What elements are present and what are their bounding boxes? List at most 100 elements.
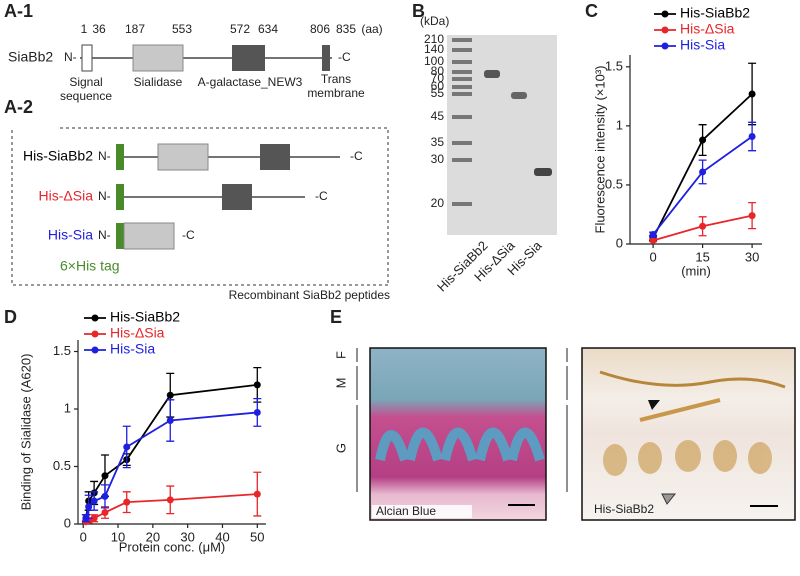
legend-marker — [661, 26, 669, 34]
label-bg — [372, 505, 472, 518]
panel-label: A-2 — [4, 97, 33, 117]
y-axis-label: Fluorescence intensity (×10³) — [592, 66, 607, 234]
marker-label: 210 — [424, 32, 444, 46]
ihc-image — [581, 347, 796, 521]
marker-label: 55 — [431, 86, 445, 100]
marker-label: 35 — [431, 135, 445, 149]
band — [484, 70, 500, 78]
his-tag — [116, 223, 124, 249]
legend-marker — [91, 346, 99, 354]
protein-name: SiaBb2 — [8, 49, 53, 65]
gel: (kDa) 2101401008070605545353020His-SiaBb… — [420, 14, 557, 295]
point — [123, 443, 131, 451]
marker-label: 80 — [431, 64, 445, 78]
ladder-band — [452, 202, 472, 206]
position: 187 — [125, 22, 145, 36]
ladder-band — [452, 48, 472, 52]
ladder-band — [452, 38, 472, 42]
marker-label: 20 — [431, 196, 445, 210]
point — [90, 497, 98, 505]
ladder-band — [452, 115, 472, 119]
marker-label: 30 — [431, 152, 445, 166]
ladder-band — [452, 60, 472, 64]
x-axis-label: (min) — [681, 263, 711, 278]
domain — [222, 184, 252, 210]
band — [511, 92, 527, 99]
domain — [232, 45, 265, 71]
x-tick-label: 30 — [180, 529, 194, 544]
panel-label: B — [412, 1, 425, 21]
point — [649, 231, 657, 239]
gel-image — [447, 35, 557, 235]
legend-marker — [91, 330, 99, 338]
position: 634 — [258, 22, 278, 36]
point — [253, 408, 261, 416]
panel-label: A-1 — [4, 1, 33, 21]
c-term: -C — [338, 50, 351, 64]
domain — [132, 44, 184, 72]
x-tick-label: 50 — [250, 529, 264, 544]
point — [649, 236, 657, 244]
legend-marker — [91, 314, 99, 322]
point — [166, 391, 174, 399]
legend-marker — [661, 10, 669, 18]
y-tick-label: 1 — [616, 117, 623, 132]
y-tick-label: 0.5 — [605, 176, 623, 191]
point — [90, 514, 98, 522]
domain-label: Trans — [321, 72, 351, 86]
tag-label: 6×His tag — [60, 258, 120, 274]
y-tick-label: 1.5 — [605, 58, 623, 73]
x-tick-label: 15 — [695, 249, 709, 264]
ladder-band — [452, 77, 472, 81]
marker-label: 60 — [431, 79, 445, 93]
panel-label: E — [330, 307, 342, 327]
legend-label: His-ΔSia — [680, 21, 735, 37]
position: 572 — [230, 22, 250, 36]
x-tick-label: 30 — [745, 249, 759, 264]
y-axis-label: Binding of Sialidase (A620) — [18, 354, 33, 511]
image-label: His-SiaBb2 — [594, 502, 654, 516]
legend-label: His-Sia — [110, 341, 155, 357]
x-tick-label: 20 — [146, 529, 160, 544]
x-tick-label: 10 — [111, 529, 125, 544]
construct-name: His-SiaBb2 — [23, 148, 93, 164]
position: 835 — [336, 22, 356, 36]
n-term: N- — [98, 228, 111, 242]
point — [85, 503, 93, 511]
marker-label: 140 — [424, 42, 444, 56]
domain-map: SiaBb2 N- -C 1 36 187 553 572 634 806 83… — [8, 22, 383, 103]
panel-label: D — [4, 307, 17, 327]
domain-label: sequence — [60, 89, 112, 103]
legend-label: His-SiaBb2 — [110, 309, 180, 325]
his-tag — [116, 184, 124, 210]
caption: Recombinant SiaBb2 peptides — [229, 288, 390, 302]
point — [748, 212, 756, 220]
y-tick-label: 0 — [616, 235, 623, 250]
domain — [322, 45, 330, 71]
x-tick-label: 0 — [80, 529, 87, 544]
domain-label: membrane — [307, 86, 365, 100]
ladder-band — [452, 85, 472, 89]
point — [699, 168, 707, 176]
stain — [639, 398, 721, 422]
point — [166, 496, 174, 504]
point — [101, 472, 109, 480]
ladder-band — [452, 158, 472, 162]
legend-label: His-SiaBb2 — [680, 5, 750, 21]
point — [699, 136, 707, 144]
ladder-band — [452, 92, 472, 96]
point — [101, 492, 109, 500]
point — [166, 417, 174, 424]
construct-name: His-ΔSia — [39, 188, 94, 204]
layer-label: F — [333, 351, 348, 359]
x-tick-label: 0 — [649, 249, 656, 264]
point — [123, 498, 131, 506]
c-term: -C — [315, 189, 328, 203]
x-tick-label: 40 — [215, 529, 229, 544]
y-tick-label: 0 — [64, 515, 71, 530]
panel-label: C — [585, 1, 598, 21]
c-term: -C — [182, 228, 195, 242]
position: 36 — [92, 22, 106, 36]
unit: (aa) — [361, 22, 382, 36]
